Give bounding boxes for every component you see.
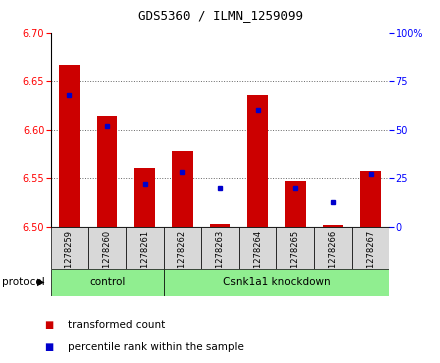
Bar: [88, 227, 126, 269]
Text: GSM1278263: GSM1278263: [216, 230, 224, 286]
Text: ▶: ▶: [37, 277, 44, 287]
Bar: [51, 227, 88, 269]
Text: GSM1278262: GSM1278262: [178, 230, 187, 286]
Text: ■: ■: [44, 342, 53, 352]
Bar: [51, 269, 164, 296]
Text: GSM1278259: GSM1278259: [65, 230, 74, 286]
Bar: [247, 95, 268, 227]
Text: GSM1278265: GSM1278265: [291, 230, 300, 286]
Text: GSM1278267: GSM1278267: [366, 230, 375, 286]
Text: protocol: protocol: [2, 277, 45, 287]
Bar: [164, 269, 389, 296]
Bar: [209, 224, 231, 227]
Bar: [97, 116, 117, 227]
Text: percentile rank within the sample: percentile rank within the sample: [68, 342, 244, 352]
Bar: [323, 225, 343, 227]
Bar: [126, 227, 164, 269]
Text: GSM1278260: GSM1278260: [103, 230, 112, 286]
Text: GSM1278264: GSM1278264: [253, 230, 262, 286]
Bar: [239, 227, 276, 269]
Text: control: control: [89, 277, 125, 287]
Bar: [360, 171, 381, 227]
Text: transformed count: transformed count: [68, 320, 165, 330]
Text: GSM1278261: GSM1278261: [140, 230, 149, 286]
Text: Csnk1a1 knockdown: Csnk1a1 knockdown: [223, 277, 330, 287]
Bar: [314, 227, 352, 269]
Bar: [134, 168, 155, 227]
Bar: [59, 65, 80, 227]
Bar: [285, 181, 306, 227]
Text: GDS5360 / ILMN_1259099: GDS5360 / ILMN_1259099: [138, 9, 303, 22]
Bar: [164, 227, 201, 269]
Text: GSM1278266: GSM1278266: [328, 230, 337, 286]
Bar: [172, 151, 193, 227]
Bar: [201, 227, 239, 269]
Bar: [352, 227, 389, 269]
Text: ■: ■: [44, 320, 53, 330]
Bar: [276, 227, 314, 269]
